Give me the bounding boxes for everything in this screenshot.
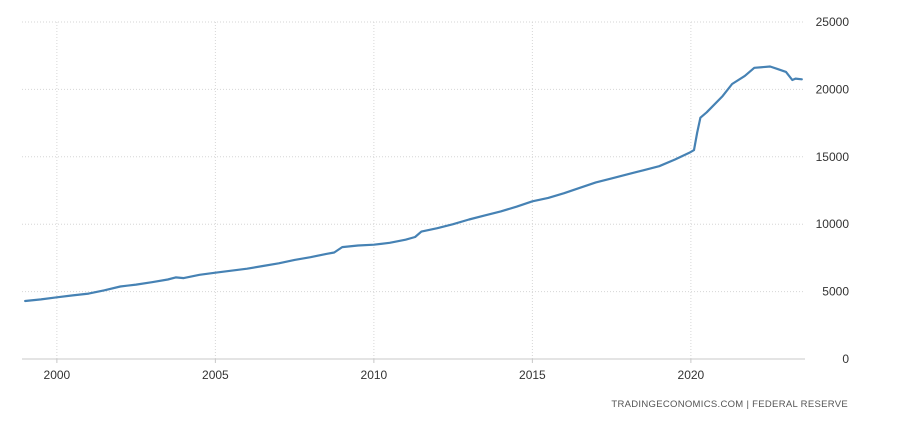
y-tick-label: 10000 xyxy=(816,217,850,231)
x-axis-ticks: 2000 2005 2010 2015 2020 xyxy=(44,359,705,382)
x-tick-label: 2005 xyxy=(202,368,229,382)
series-line xyxy=(24,65,803,303)
y-tick-label: 5000 xyxy=(822,285,849,299)
source-credit: TRADINGECONOMICS.COM | FEDERAL RESERVE xyxy=(611,399,848,410)
x-tick-label: 2000 xyxy=(44,368,71,382)
grid xyxy=(22,21,805,359)
x-tick-label: 2015 xyxy=(519,368,546,382)
y-tick-label: 0 xyxy=(842,352,849,366)
y-tick-label: 15000 xyxy=(816,150,850,164)
y-tick-label: 25000 xyxy=(816,15,850,29)
y-tick-label: 20000 xyxy=(816,82,850,96)
y-axis-ticks: 0 5000 10000 15000 20000 25000 xyxy=(816,15,850,366)
x-tick-label: 2010 xyxy=(361,368,388,382)
series-group xyxy=(24,65,803,303)
x-tick-label: 2020 xyxy=(678,368,705,382)
